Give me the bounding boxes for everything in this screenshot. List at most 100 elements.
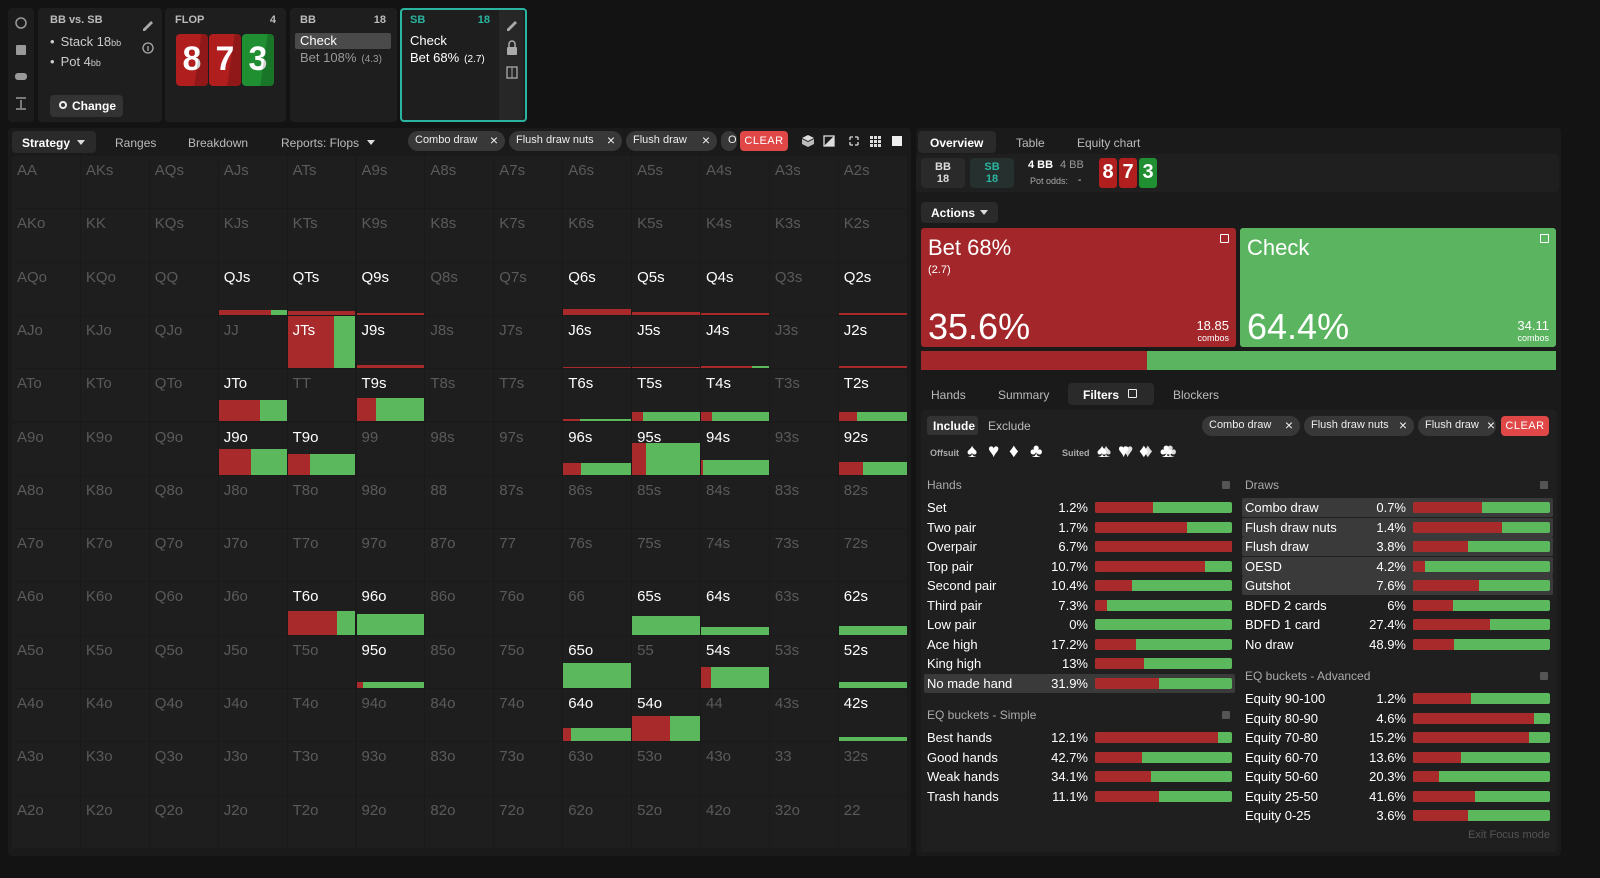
filter-name[interactable]: Equity 50-60	[1245, 769, 1318, 785]
chip-close: ×	[1398, 417, 1407, 433]
filter-name[interactable]: Flush draw	[1245, 539, 1309, 555]
filter-name[interactable]: Combo draw	[1245, 500, 1319, 515]
filter-name[interactable]: No draw	[1245, 636, 1294, 652]
filter-name[interactable]: Equity 90-100	[1245, 691, 1326, 706]
suit[interactable]: ♥	[988, 441, 1000, 462]
chip-label: Flush draw nuts	[516, 134, 594, 146]
filter-share: 13%	[1061, 656, 1088, 672]
sub-tab[interactable]: Blockers	[1173, 388, 1220, 402]
hand-label: A7s	[499, 162, 526, 179]
filter-name[interactable]: Ace high	[927, 636, 978, 652]
filter-name[interactable]: Second pair	[927, 578, 997, 594]
suit[interactable]: ♣	[1030, 441, 1043, 462]
scenario-value: Stack 18	[60, 34, 112, 49]
filter-name[interactable]: King high	[927, 656, 982, 672]
toolbar-tab[interactable]: Reports: Flops	[281, 136, 360, 150]
filter-name[interactable]: Good hands	[927, 749, 998, 765]
filter-name[interactable]: Gutshot	[1245, 578, 1291, 594]
filter-name[interactable]: Equity 25-50	[1245, 788, 1318, 804]
suit[interactable]: ♦	[1009, 441, 1019, 462]
filter-name[interactable]: Equity 70-80	[1245, 730, 1318, 746]
card: 7	[209, 34, 241, 86]
actions-button[interactable]	[921, 202, 998, 223]
right-tab[interactable]: Equity chart	[1077, 136, 1141, 150]
check-bar	[642, 411, 700, 422]
strategy-button[interactable]	[12, 131, 96, 153]
filter-name[interactable]: Equity 60-70	[1245, 749, 1318, 765]
filter-name[interactable]: Overpair	[927, 539, 977, 555]
change-button[interactable]	[50, 95, 123, 117]
suit-pair[interactable]: ♦	[1139, 441, 1149, 462]
include[interactable]: Include	[933, 419, 976, 433]
right-tab[interactable]: Table	[1016, 136, 1045, 150]
overview-button[interactable]	[918, 131, 996, 153]
hand-label: J7s	[499, 321, 523, 339]
range-cell: 77	[494, 529, 563, 582]
filter-name[interactable]: Top pair	[927, 558, 974, 574]
filter-name[interactable]: Equity 80-90	[1245, 710, 1318, 726]
hand-label: J8s	[430, 321, 454, 339]
filters-tab-bg[interactable]	[1068, 383, 1154, 405]
hand-label: J6o	[223, 588, 248, 606]
hand-label: Q9o	[154, 428, 184, 446]
filter-name[interactable]: Set	[927, 500, 947, 515]
include-bg[interactable]	[927, 416, 978, 435]
suit-pair[interactable]: ♣	[1160, 441, 1173, 462]
right-tab[interactable]: Overview	[930, 136, 984, 150]
filter-share: 4.6%	[1376, 710, 1406, 726]
clear-button[interactable]: CLEAR	[740, 131, 788, 151]
filter-name[interactable]: Weak hands	[927, 769, 1000, 785]
hand-label: K8o	[85, 481, 113, 499]
filter-name[interactable]: Equity 0-25	[1245, 808, 1311, 824]
hand-label: 95o	[361, 641, 387, 659]
filter-chip[interactable]: Flush draw nuts ×	[509, 131, 622, 151]
clear-button[interactable]: CLEAR	[1501, 416, 1549, 436]
suit-pair[interactable]: ♥	[1118, 441, 1130, 462]
filter-chip[interactable]: Combo draw ×	[1202, 416, 1300, 436]
filter-chip[interactable]: Flush draw ×	[626, 131, 717, 151]
check-bar	[376, 397, 425, 422]
range-cell: JTs	[287, 315, 356, 369]
filter-chip[interactable]: Combo draw ×	[408, 131, 505, 151]
suit[interactable]: ♠	[967, 441, 978, 462]
toolbar-tab[interactable]: Breakdown	[188, 136, 249, 150]
filter-name[interactable]: Two pair	[927, 519, 977, 535]
bet-bar	[1095, 638, 1137, 650]
sub-tab[interactable]: Filters	[1083, 388, 1120, 402]
suit-pair[interactable]: ♠	[1097, 441, 1108, 462]
filter-chip[interactable]: Flush draw ×	[1418, 416, 1496, 436]
filter-chip[interactable]: Flush draw nuts ×	[1304, 416, 1414, 436]
check-bar	[1095, 751, 1232, 763]
toolbar-tab[interactable]: Strategy	[22, 136, 71, 150]
hand-label: 62o	[568, 801, 594, 819]
filter-name[interactable]: BDFD 2 cards	[1245, 597, 1327, 613]
filter-name[interactable]: No made hand	[927, 675, 1013, 691]
action-box[interactable]	[1240, 228, 1556, 347]
filter-name[interactable]: Trash hands	[927, 788, 999, 804]
action-box[interactable]	[921, 228, 1236, 347]
hand-label: Q2s	[843, 268, 872, 286]
check-bar	[701, 626, 769, 635]
bet-bar	[563, 727, 572, 742]
copy-icon	[1128, 389, 1137, 398]
flop-count: 4	[269, 14, 276, 26]
filter-chip[interactable]: O	[721, 131, 737, 151]
exclude[interactable]: Exclude	[988, 419, 1031, 433]
filter-name[interactable]: Low pair	[927, 617, 977, 633]
hand-label: T8s	[430, 375, 456, 393]
filter-name[interactable]: Best hands	[927, 730, 993, 745]
sub-tab[interactable]: Summary	[998, 388, 1050, 402]
filter-name[interactable]: Flush draw nuts	[1245, 519, 1337, 535]
filter-name[interactable]: OESD	[1245, 558, 1282, 574]
actions-label[interactable]: Actions	[931, 206, 976, 220]
change-label[interactable]: Change	[72, 99, 117, 113]
strategy-bar	[1147, 351, 1556, 370]
sub-tab[interactable]: Hands	[931, 388, 966, 402]
filter-name[interactable]: Third pair	[927, 597, 982, 613]
bet-bar	[1413, 732, 1530, 744]
range-cell: 96s	[563, 422, 632, 475]
toolbar-tab[interactable]: Ranges	[115, 136, 157, 150]
filter-name[interactable]: BDFD 1 card	[1245, 617, 1321, 633]
hand-label: 42s	[843, 695, 868, 712]
bet-bar	[1095, 732, 1219, 743]
